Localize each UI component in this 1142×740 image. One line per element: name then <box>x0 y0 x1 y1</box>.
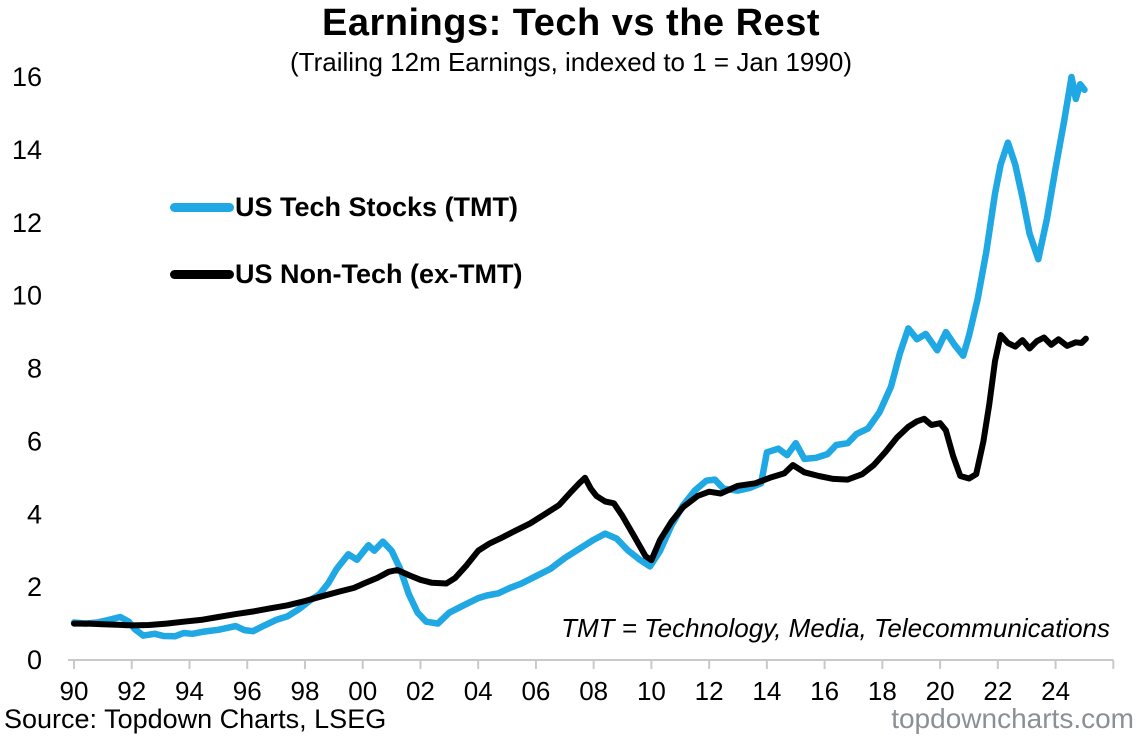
y-tick-label-12: 12 <box>12 208 42 238</box>
legend-label-nontech: US Non-Tech (ex-TMT) <box>235 258 523 289</box>
tech-series-line <box>70 73 1088 640</box>
watermark: topdowncharts.com <box>891 703 1134 734</box>
y-tick-label-10: 10 <box>12 281 42 311</box>
x-tick-label-00: 00 <box>348 676 377 706</box>
y-tick-label-0: 0 <box>27 645 42 675</box>
source-text: Source: Topdown Charts, LSEG <box>4 704 387 734</box>
x-tick-label-90: 90 <box>60 676 89 706</box>
x-tick-label-02: 02 <box>406 676 435 706</box>
x-tick-label-24: 24 <box>1041 676 1070 706</box>
nontech-series-line <box>71 332 1089 629</box>
x-tick-label-06: 06 <box>521 676 550 706</box>
y-tick-label-2: 2 <box>27 572 42 602</box>
x-tick-label-10: 10 <box>637 676 666 706</box>
x-tick-label-20: 20 <box>926 676 955 706</box>
x-tick-label-22: 22 <box>983 676 1012 706</box>
y-tick-label-8: 8 <box>27 354 42 384</box>
chart-title: Earnings: Tech vs the Rest <box>322 2 820 44</box>
tmt-annotation: TMT = Technology, Media, Telecommunicati… <box>561 613 1110 643</box>
x-tick-label-14: 14 <box>752 676 781 706</box>
y-tick-label-4: 4 <box>27 499 42 529</box>
tech-line-swatch <box>170 202 234 212</box>
x-tick-label-04: 04 <box>464 676 493 706</box>
x-tick-label-92: 92 <box>117 676 146 706</box>
y-tick-label-16: 16 <box>12 62 42 92</box>
x-tick-label-12: 12 <box>695 676 724 706</box>
y-tick-label-6: 6 <box>27 426 42 456</box>
x-tick-label-98: 98 <box>290 676 319 706</box>
legend: US Tech Stocks (TMT) US Non-Tech (ex-TMT… <box>170 186 522 320</box>
x-tick-label-18: 18 <box>868 676 897 706</box>
nontech-line-swatch <box>170 269 234 279</box>
legend-item-tech: US Tech Stocks (TMT) <box>170 186 522 228</box>
legend-label-tech: US Tech Stocks (TMT) <box>235 191 519 222</box>
x-tick-label-96: 96 <box>233 676 262 706</box>
x-tick-label-94: 94 <box>175 676 204 706</box>
x-tick-label-08: 08 <box>579 676 608 706</box>
chart-subtitle: (Trailing 12m Earnings, indexed to 1 = J… <box>290 47 852 77</box>
x-tick-label-16: 16 <box>810 676 839 706</box>
y-tick-label-14: 14 <box>12 135 42 165</box>
legend-item-nontech: US Non-Tech (ex-TMT) <box>170 253 522 295</box>
